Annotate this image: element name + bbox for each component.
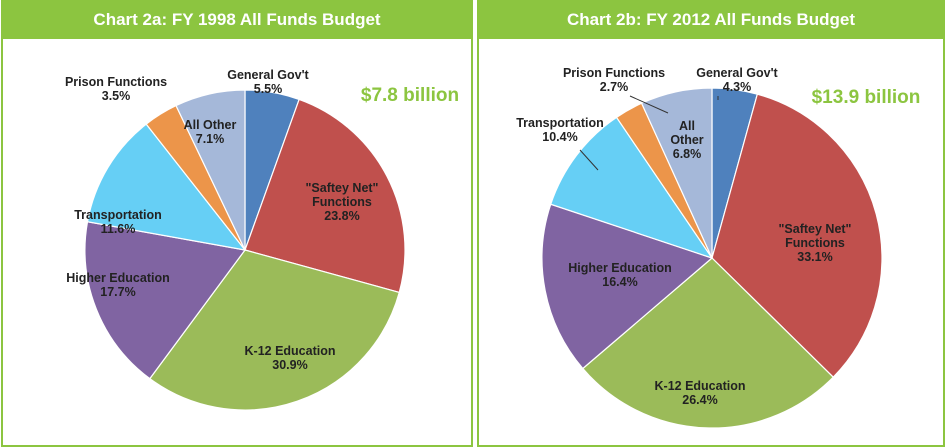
slice-label: Prison Functions 2.7% (559, 66, 669, 94)
panel-header (478, 1, 944, 39)
category-name: Prison Functions (562, 66, 666, 80)
category-name: "Saftey Net" Functions (778, 222, 852, 250)
slice-label: K-12 Education 30.9% (235, 344, 345, 372)
pie-slice (711, 93, 883, 379)
chart-title: Chart 2a: FY 1998 All Funds Budget (93, 10, 381, 29)
category-name: General Gov't (227, 68, 309, 82)
slice-label: Prison Functions 3.5% (61, 75, 171, 103)
slice-label: Higher Education 17.7% (53, 271, 183, 299)
category-name: All Other (670, 119, 704, 147)
value-label: 10.4% (542, 130, 578, 144)
pie-slice (175, 89, 246, 251)
annotation: $13.9 billion (811, 87, 921, 108)
value-label: 30.9% (272, 358, 308, 372)
category-name: Transportation (74, 208, 162, 222)
leader-line (629, 95, 669, 114)
category-name: Higher Education (66, 271, 170, 285)
slice-label: K-12 Education 26.4% (645, 379, 755, 407)
slice-label: Transportation 10.4% (505, 116, 615, 144)
slice-label: Higher Education 16.4% (555, 261, 685, 289)
value-label: 23.8% (324, 209, 360, 223)
value-label: 11.6% (100, 222, 136, 236)
value-label: 5.5% (253, 82, 283, 96)
category-name: Higher Education (568, 261, 672, 275)
value-label: 16.4% (602, 275, 638, 289)
pie-slice (549, 116, 714, 260)
pie-slice (148, 249, 401, 411)
pie-slice (84, 221, 247, 380)
category-name: All Other (183, 118, 237, 132)
leader-line (579, 149, 599, 171)
pie-slice (86, 123, 247, 251)
pie-slice (581, 257, 835, 429)
value-label: 17.7% (100, 285, 136, 299)
slice-label: General Gov't 4.3% (692, 66, 782, 94)
annotation: $7.8 billion (360, 85, 460, 106)
slice-label: General Gov't 5.5% (223, 68, 313, 96)
pie-slice (640, 87, 713, 259)
value-label: 7.1% (195, 132, 225, 146)
value-label: 26.4% (682, 393, 718, 407)
chart-title: Chart 2b: FY 2012 All Funds Budget (566, 10, 856, 29)
pie-slice (541, 203, 714, 370)
panel-header (2, 1, 472, 39)
category-name: K-12 Education (244, 344, 336, 358)
category-name: Transportation (516, 116, 604, 130)
slice-label: "Saftey Net" Functions 33.1% (768, 222, 863, 264)
slice-label: "Saftey Net" Functions 23.8% (295, 181, 390, 223)
value-label: 3.5% (101, 89, 131, 103)
category-name: K-12 Education (654, 379, 746, 393)
slice-label: All Other 6.8% (667, 119, 707, 161)
value-label: 4.3% (722, 80, 752, 94)
slice-label: All Other 7.1% (180, 118, 240, 146)
slice-label: Transportation 11.6% (63, 208, 173, 236)
value-label: 33.1% (797, 250, 833, 264)
value-label: 6.8% (672, 147, 702, 161)
category-name: General Gov't (696, 66, 778, 80)
category-name: Prison Functions (64, 75, 168, 89)
pie-slice (244, 98, 406, 294)
value-label: 2.7% (599, 80, 629, 94)
category-name: "Saftey Net" Functions (305, 181, 379, 209)
